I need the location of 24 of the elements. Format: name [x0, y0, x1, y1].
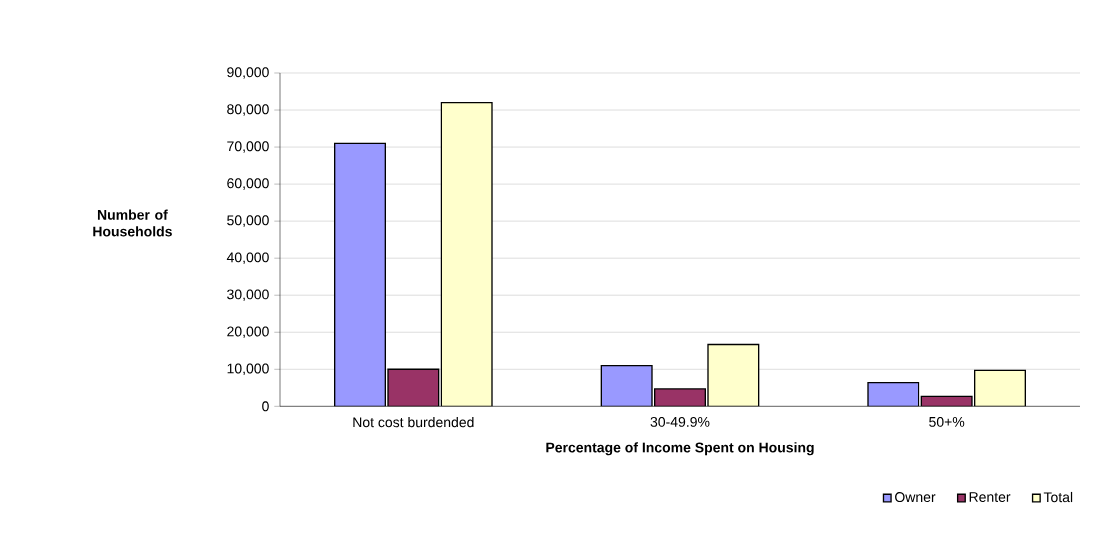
- y-tick-label: 80,000: [227, 104, 269, 116]
- y-tick-label: 30,000: [227, 289, 269, 301]
- y-tick-label: 90,000: [227, 67, 269, 79]
- bar: [973, 369, 1026, 407]
- bar: [867, 381, 920, 407]
- y-tick-label: 40,000: [226, 252, 269, 264]
- bar: [440, 101, 493, 407]
- legend-label: Owner: [895, 492, 936, 503]
- bar: [600, 364, 653, 407]
- x-tick-label: 30-49.9%: [650, 416, 710, 427]
- y-tick-label: 60,000: [227, 178, 269, 190]
- y-tick-label: 10,000: [227, 363, 269, 376]
- y-tick-label: 0: [262, 401, 269, 412]
- x-tick-label: 50+%: [929, 416, 965, 427]
- y-tick-label: 50,000: [227, 215, 269, 227]
- bar: [334, 142, 387, 407]
- legend-label: Total: [1043, 491, 1073, 503]
- y-axis-title: Number of Households: [93, 209, 172, 237]
- y-tick-label: 70,000: [227, 141, 269, 153]
- x-tick-label: Not cost burdended: [353, 416, 474, 428]
- bar: [920, 395, 973, 407]
- legend-label: Renter: [969, 492, 1011, 502]
- x-axis-title: Percentage of Income Spent on Housing: [546, 442, 814, 456]
- y-tick-label: 20,000: [227, 326, 269, 339]
